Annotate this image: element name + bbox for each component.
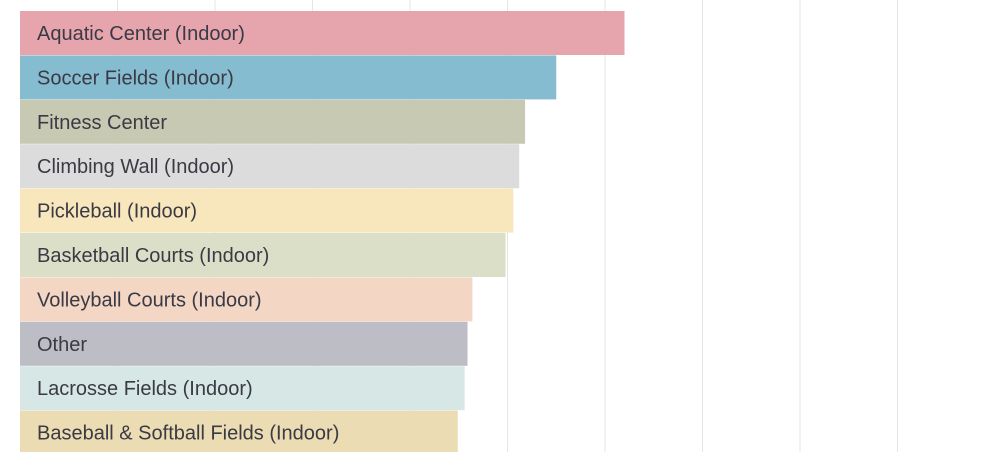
bar bbox=[20, 11, 625, 55]
bar-label: Baseball & Softball Fields (Indoor) bbox=[37, 423, 339, 445]
bar-label: Pickleball (Indoor) bbox=[37, 201, 197, 223]
bar bbox=[20, 321, 468, 366]
bar-labels: Aquatic Center (Indoor) Soccer Fields (In… bbox=[37, 23, 339, 445]
bar-label: Lacrosse Fields (Indoor) bbox=[37, 378, 253, 400]
bar bbox=[20, 366, 465, 411]
bar-label: Climbing Wall (Indoor) bbox=[37, 156, 234, 178]
bar bbox=[20, 410, 458, 452]
bar-label: Aquatic Center (Indoor) bbox=[37, 23, 245, 45]
bar bbox=[20, 233, 506, 277]
bar bbox=[20, 277, 473, 322]
bar bbox=[20, 144, 520, 189]
bar-label: Basketball Courts (Indoor) bbox=[37, 245, 269, 267]
bar bbox=[20, 55, 557, 100]
bar-label: Other bbox=[37, 334, 87, 356]
bar-label: Volleyball Courts (Indoor) bbox=[37, 289, 262, 311]
bar bbox=[20, 188, 514, 233]
bar-label: Soccer Fields (Indoor) bbox=[37, 67, 234, 89]
bar bbox=[20, 99, 526, 144]
bar-label: Fitness Center bbox=[37, 112, 167, 134]
bars bbox=[20, 11, 625, 452]
